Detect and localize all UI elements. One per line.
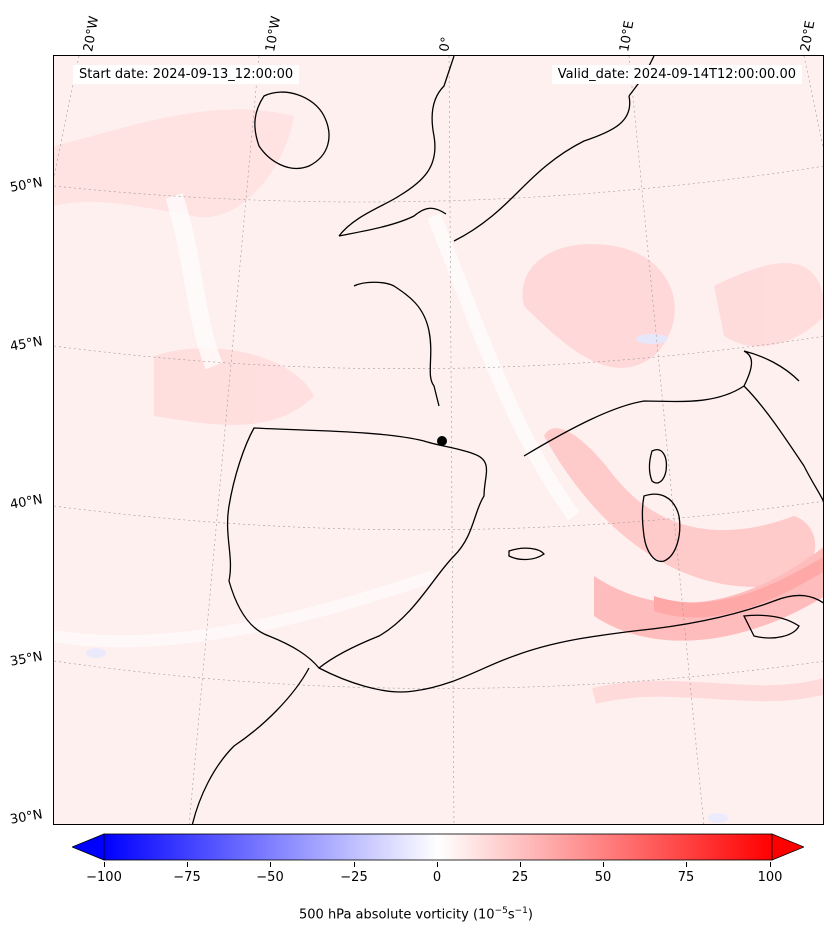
cbar-title-exp1: −5 bbox=[494, 906, 508, 916]
colorbar-title: 500 hPa absolute vorticity (10−5s−1) bbox=[0, 906, 832, 922]
cbar-tick-label: 0 bbox=[432, 870, 442, 885]
cbar-tick-label: 25 bbox=[511, 870, 529, 885]
lat-label-30n: 30°N bbox=[8, 807, 44, 828]
colorbar bbox=[72, 833, 804, 861]
map-canvas bbox=[54, 56, 823, 824]
europe-coastline bbox=[353, 56, 655, 407]
station-marker bbox=[437, 436, 447, 446]
ireland-coastline bbox=[254, 91, 330, 170]
cbar-tick-label: −100 bbox=[86, 870, 122, 885]
cbar-tickmark bbox=[270, 862, 271, 867]
balearic-coastline bbox=[508, 547, 545, 561]
cbar-tickmark bbox=[770, 862, 771, 867]
lon-label-20w: 20°W bbox=[81, 15, 103, 54]
cbar-title-mid: s bbox=[507, 907, 515, 923]
start-date-label: Start date: 2024-09-13_12:00:00 bbox=[73, 65, 300, 84]
iberia-coastline bbox=[226, 427, 488, 669]
cbar-tickmark bbox=[104, 862, 105, 867]
cbar-title-end: ) bbox=[527, 907, 533, 923]
cbar-tickmark bbox=[686, 862, 687, 867]
britain-coastline bbox=[338, 56, 455, 237]
colorbar-low-extend bbox=[72, 833, 105, 861]
italy-coastline bbox=[523, 350, 823, 502]
cbar-tickmark bbox=[520, 862, 521, 867]
lon-label-0: 0° bbox=[437, 35, 455, 53]
cbar-tickmark bbox=[354, 862, 355, 867]
cbar-title-exp2: −1 bbox=[514, 906, 528, 916]
cbar-tick-label: 50 bbox=[594, 870, 612, 885]
cbar-tick-label: 75 bbox=[677, 870, 695, 885]
valid-date-label: Valid_date: 2024-09-14T12:00:00.00 bbox=[551, 65, 802, 84]
north-africa-coastline bbox=[191, 594, 823, 824]
lat-label-45n: 45°N bbox=[8, 334, 44, 355]
cbar-tick-label: −25 bbox=[340, 870, 368, 885]
graticule bbox=[54, 56, 823, 824]
cbar-tick-label: 100 bbox=[757, 870, 783, 885]
sicily-coastline bbox=[742, 614, 800, 639]
cbar-tickmark bbox=[187, 862, 188, 867]
vorticity-map[interactable] bbox=[53, 55, 824, 825]
vorticity-shading bbox=[54, 109, 823, 823]
cbar-title-main: 500 hPa absolute vorticity (10 bbox=[299, 907, 495, 923]
lon-label-10w: 10°W bbox=[263, 15, 285, 54]
cbar-tickmark bbox=[603, 862, 604, 867]
coastlines bbox=[191, 56, 823, 824]
lat-label-40n: 40°N bbox=[8, 492, 44, 513]
lon-label-20e: 20°E bbox=[798, 19, 819, 54]
lat-label-35n: 35°N bbox=[8, 649, 44, 670]
colorbar-high-extend bbox=[771, 833, 804, 861]
lon-label-10e: 10°E bbox=[617, 19, 638, 54]
cbar-tick-label: −50 bbox=[256, 870, 284, 885]
cbar-tick-label: −75 bbox=[173, 870, 201, 885]
corsica-coastline bbox=[648, 449, 668, 484]
cbar-tickmark bbox=[437, 862, 438, 867]
colorbar-gradient bbox=[103, 833, 773, 861]
lat-label-50n: 50°N bbox=[8, 175, 44, 196]
sardinia-coastline bbox=[641, 493, 681, 563]
